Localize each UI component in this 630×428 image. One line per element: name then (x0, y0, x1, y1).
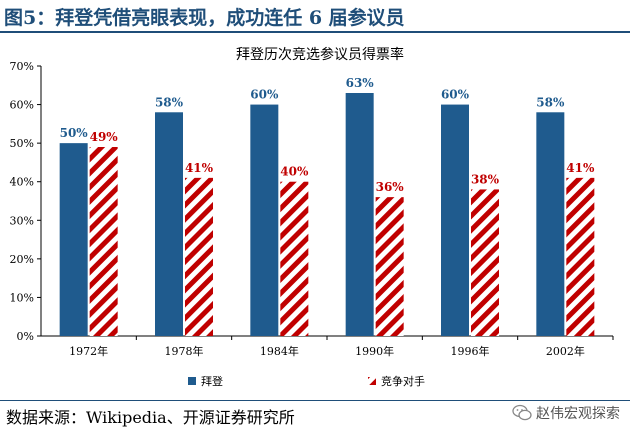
y-tick-label: 70% (10, 60, 34, 73)
biden-bar (59, 143, 88, 336)
chart-title: 拜登历次竞选参议员得票率 (236, 46, 404, 63)
y-tick-label: 30% (10, 214, 34, 227)
biden-data-label: 60% (441, 88, 470, 102)
opponent-data-label: 38% (471, 172, 500, 186)
chart: 拜登历次竞选参议员得票率 0% 10% 20% 30% 40% 50% 60% 70% 1972… (0, 33, 630, 400)
opponent-data-label: 41% (185, 161, 214, 175)
watermark-text: 赵伟宏观探索 (536, 406, 620, 422)
biden-data-label: 58% (155, 95, 184, 109)
figure-title: 图5：拜登凭借亮眼表现，成功连任 6 届参议员 (4, 7, 405, 29)
x-tick-label: 1978年 (165, 344, 204, 358)
opponent-bar (185, 177, 213, 336)
y-tick-label: 10% (10, 291, 34, 304)
biden-bar (345, 93, 374, 336)
watermark: 赵伟宏观探索 (512, 403, 620, 423)
opponent-bar (89, 147, 118, 336)
biden-bar (250, 104, 279, 336)
x-tick-label: 1984年 (260, 344, 299, 358)
opponent-bar (471, 189, 499, 336)
legend-opponent-label: 竞争对手 (381, 374, 425, 388)
opponent-data-label: 40% (280, 165, 309, 179)
biden-bar (536, 112, 565, 337)
biden-data-label: 58% (536, 95, 565, 109)
opponent-bar (280, 181, 309, 336)
biden-data-label: 63% (346, 76, 375, 90)
biden-data-label: 50% (60, 126, 89, 140)
opponent-data-label: 36% (376, 180, 405, 194)
y-tick-label: 40% (10, 176, 34, 189)
source-note: 数据来源：Wikipedia、开源证券研究所 (6, 408, 295, 427)
figure-header: 图5：拜登凭借亮眼表现，成功连任 6 届参议员 (0, 0, 630, 33)
opponent-data-label: 41% (566, 161, 595, 175)
legend-biden-swatch (188, 377, 196, 385)
figure-footer: 数据来源：Wikipedia、开源证券研究所 赵伟宏观探索 (0, 400, 630, 427)
biden-bar (155, 112, 183, 337)
x-tick-label: 1972年 (69, 344, 108, 358)
legend-biden-label: 拜登 (201, 374, 223, 388)
opponent-data-label: 49% (90, 130, 119, 144)
x-tick-label: 2002年 (546, 344, 585, 358)
biden-bar (441, 104, 469, 336)
y-tick-label: 0% (17, 330, 34, 343)
biden-data-label: 60% (250, 88, 279, 102)
x-tick-label: 1990年 (355, 344, 394, 358)
opponent-bar (566, 177, 595, 336)
legend-opponent-swatch (368, 377, 376, 385)
y-tick-label: 60% (10, 99, 34, 112)
opponent-bar (375, 197, 404, 336)
wechat-icon (512, 404, 532, 421)
y-tick-label: 50% (10, 137, 34, 150)
x-tick-label: 1996年 (451, 344, 490, 358)
y-tick-label: 20% (10, 253, 34, 266)
